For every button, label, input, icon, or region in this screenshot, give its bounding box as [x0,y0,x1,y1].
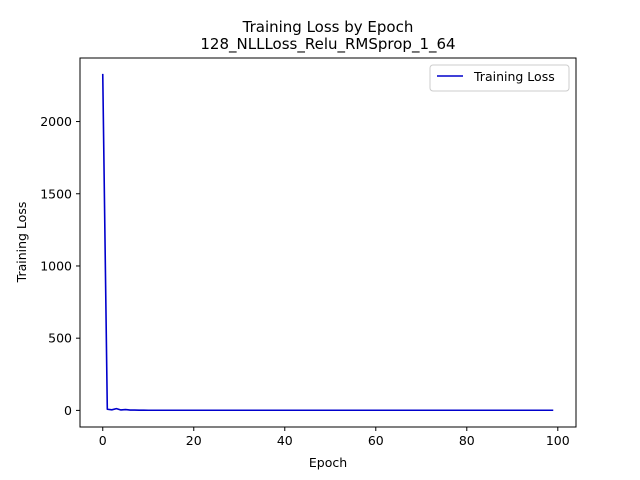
series-line-training-loss [101,73,554,412]
x-tick-label: 20 [186,433,202,448]
series-layer [101,73,554,412]
chart-subtitle: 128_NLLLoss_Relu_RMSprop_1_64 [200,35,455,54]
plot-frame [79,57,577,428]
y-tick-label: 2000 [40,114,72,129]
x-tick-label: 60 [368,433,384,448]
y-tick-label: 1000 [40,258,72,273]
legend-label: Training Loss [473,69,555,84]
y-axis-label: Training Loss [14,202,29,284]
x-axis-label: Epoch [309,455,347,470]
x-tick-label: 80 [459,433,475,448]
plot-area [79,57,577,428]
y-tick-label: 1500 [40,186,72,201]
y-tick-label: 0 [64,403,72,418]
x-axis: 0 20 40 60 80 100 [99,427,570,448]
y-tick-label: 500 [48,331,72,346]
x-tick-label: 40 [277,433,293,448]
legend-box [429,64,570,92]
x-tick-label: 100 [546,433,570,448]
legend: Training Loss [429,64,570,92]
y-axis: 0 500 1000 1500 2000 [40,114,80,418]
chart-title: Training Loss by Epoch [242,18,414,36]
x-tick-label: 0 [99,433,107,448]
